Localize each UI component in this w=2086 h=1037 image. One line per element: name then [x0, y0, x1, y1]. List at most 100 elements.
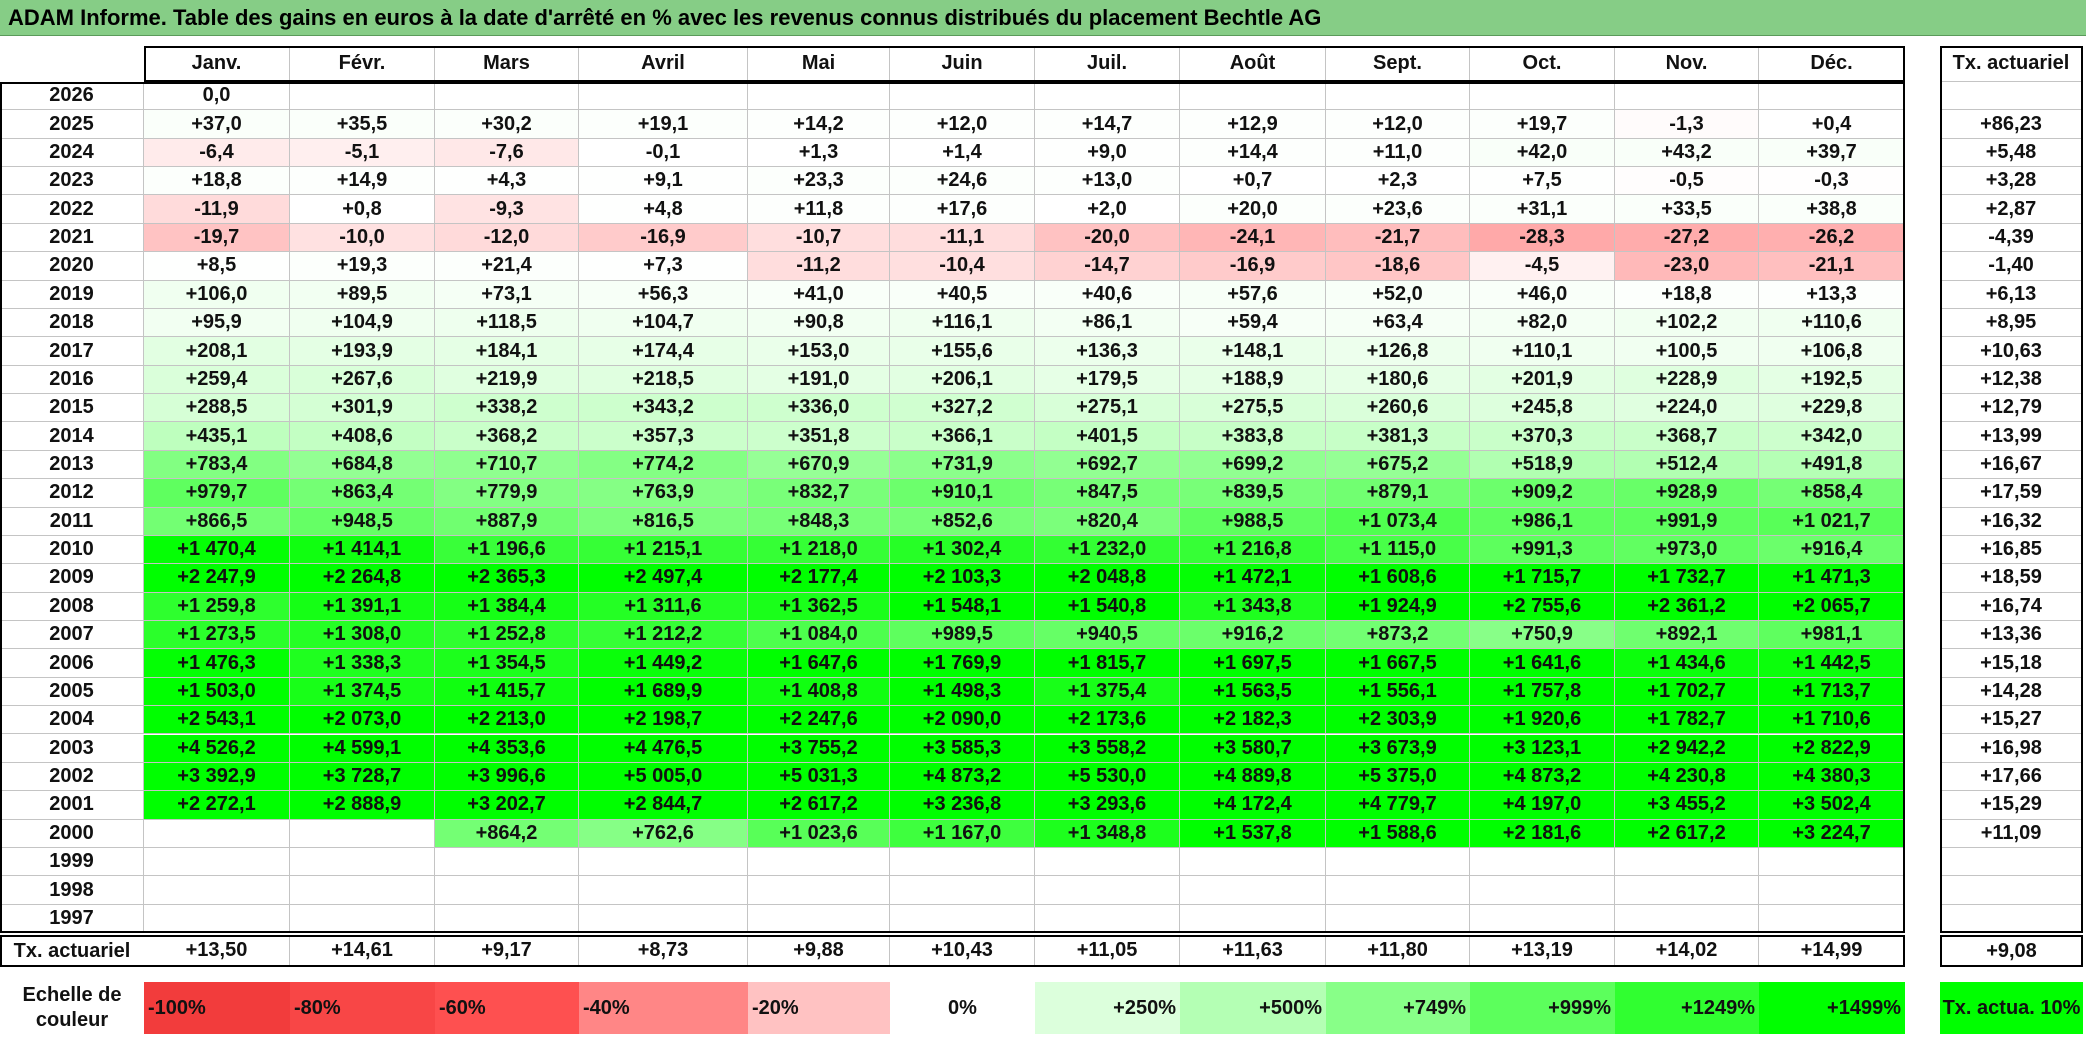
value-cell: +1 757,8	[1470, 677, 1615, 707]
tx-cell: +17,66	[1940, 762, 2083, 792]
value-cell: +0,4	[1759, 110, 1905, 139]
year-cell: 2009	[0, 564, 144, 593]
value-cell: +991,9	[1615, 507, 1759, 536]
value-cell: +106,8	[1759, 337, 1905, 366]
value-cell: +1 641,6	[1470, 649, 1615, 678]
value-cell: +40,5	[890, 280, 1035, 309]
value-cell: +19,7	[1470, 110, 1615, 139]
footer-cell: +13,19	[1470, 935, 1615, 967]
scale-item: +749%	[1326, 982, 1470, 1034]
value-cell: +1 442,5	[1759, 649, 1905, 678]
value-cell: +12,9	[1180, 110, 1326, 139]
value-cell: +783,4	[144, 450, 290, 480]
value-cell: -21,7	[1326, 223, 1470, 253]
value-cell: +887,9	[435, 507, 579, 536]
value-cell: +3 558,2	[1035, 734, 1180, 763]
value-cell: +260,6	[1326, 394, 1470, 423]
value-cell: +2 247,6	[748, 706, 890, 735]
value-cell: +839,5	[1180, 479, 1326, 508]
year-cell: 2002	[0, 762, 144, 792]
value-cell: +1 647,6	[748, 649, 890, 678]
value-cell: +39,7	[1759, 138, 1905, 168]
year-cell: 2001	[0, 791, 144, 820]
value-cell: +219,9	[435, 365, 579, 395]
value-cell: +2 247,9	[144, 564, 290, 593]
month-header: Mai	[748, 46, 890, 82]
value-cell: +2 844,7	[579, 791, 748, 820]
value-cell: +267,6	[290, 365, 435, 395]
value-cell: +0,8	[290, 195, 435, 224]
value-cell: +988,5	[1180, 507, 1326, 536]
tx-cell: +15,27	[1940, 706, 2083, 735]
value-cell: 0,0	[144, 82, 290, 111]
value-cell	[1615, 904, 1759, 934]
value-cell: +1 476,3	[144, 649, 290, 678]
value-cell: +229,8	[1759, 394, 1905, 423]
value-cell	[1326, 82, 1470, 111]
value-cell: +1 702,7	[1615, 677, 1759, 707]
value-cell: +82,0	[1470, 308, 1615, 338]
value-cell: +916,4	[1759, 535, 1905, 565]
value-cell: +1 216,8	[1180, 535, 1326, 565]
value-cell	[1180, 847, 1326, 877]
value-cell: +2 173,6	[1035, 706, 1180, 735]
value-cell	[1470, 847, 1615, 877]
month-header: Juil.	[1035, 46, 1180, 82]
value-cell: +1 362,5	[748, 592, 890, 622]
year-cell: 2005	[0, 677, 144, 707]
month-header: Nov.	[1615, 46, 1759, 82]
value-cell: +59,4	[1180, 308, 1326, 338]
value-cell: -26,2	[1759, 223, 1905, 253]
value-cell: +1 073,4	[1326, 507, 1470, 536]
value-cell: +3 728,7	[290, 762, 435, 792]
value-cell: +206,1	[890, 365, 1035, 395]
value-cell: +1 471,3	[1759, 564, 1905, 593]
value-cell: +1 414,1	[290, 535, 435, 565]
value-cell: +351,8	[748, 422, 890, 451]
scale-item: +1499%	[1759, 982, 1905, 1034]
footer-cell: +14,02	[1615, 935, 1759, 967]
value-cell: +1 354,5	[435, 649, 579, 678]
value-cell: +2 942,2	[1615, 734, 1759, 763]
footer-cell: +9,17	[435, 935, 579, 967]
value-cell: +816,5	[579, 507, 748, 536]
value-cell: +1 259,8	[144, 592, 290, 622]
footer-cell: +8,73	[579, 935, 748, 967]
value-cell: +14,9	[290, 167, 435, 196]
year-cell: 2021	[0, 223, 144, 253]
value-cell: +18,8	[1615, 280, 1759, 309]
value-cell	[890, 847, 1035, 877]
month-header: Déc.	[1759, 46, 1905, 82]
value-cell: +381,3	[1326, 422, 1470, 451]
scale-item: -80%	[290, 982, 435, 1034]
value-cell: +1 084,0	[748, 621, 890, 650]
value-cell: +692,7	[1035, 450, 1180, 480]
tx-cell: +15,18	[1940, 649, 2083, 678]
value-cell: +675,2	[1326, 450, 1470, 480]
value-cell: +866,5	[144, 507, 290, 536]
value-cell	[1615, 876, 1759, 905]
value-cell: +916,2	[1180, 621, 1326, 650]
value-cell: +1 375,4	[1035, 677, 1180, 707]
year-cell: 2012	[0, 479, 144, 508]
value-cell: +104,7	[579, 308, 748, 338]
value-cell: +2,3	[1326, 167, 1470, 196]
value-cell	[1759, 847, 1905, 877]
value-cell: -19,7	[144, 223, 290, 253]
value-cell: +1 498,3	[890, 677, 1035, 707]
value-cell	[579, 904, 748, 934]
month-header: Avril	[579, 46, 748, 82]
value-cell: +11,0	[1326, 138, 1470, 168]
year-cell: 2014	[0, 422, 144, 451]
year-cell: 2007	[0, 621, 144, 650]
tx-cell: +12,79	[1940, 394, 2083, 423]
value-cell: +174,4	[579, 337, 748, 366]
value-cell: +1 588,6	[1326, 819, 1470, 848]
value-cell: +42,0	[1470, 138, 1615, 168]
value-cell: +153,0	[748, 337, 890, 366]
tx-cell: +15,29	[1940, 791, 2083, 820]
value-cell: -4,5	[1470, 252, 1615, 281]
value-cell: +14,2	[748, 110, 890, 139]
value-cell: +366,1	[890, 422, 1035, 451]
